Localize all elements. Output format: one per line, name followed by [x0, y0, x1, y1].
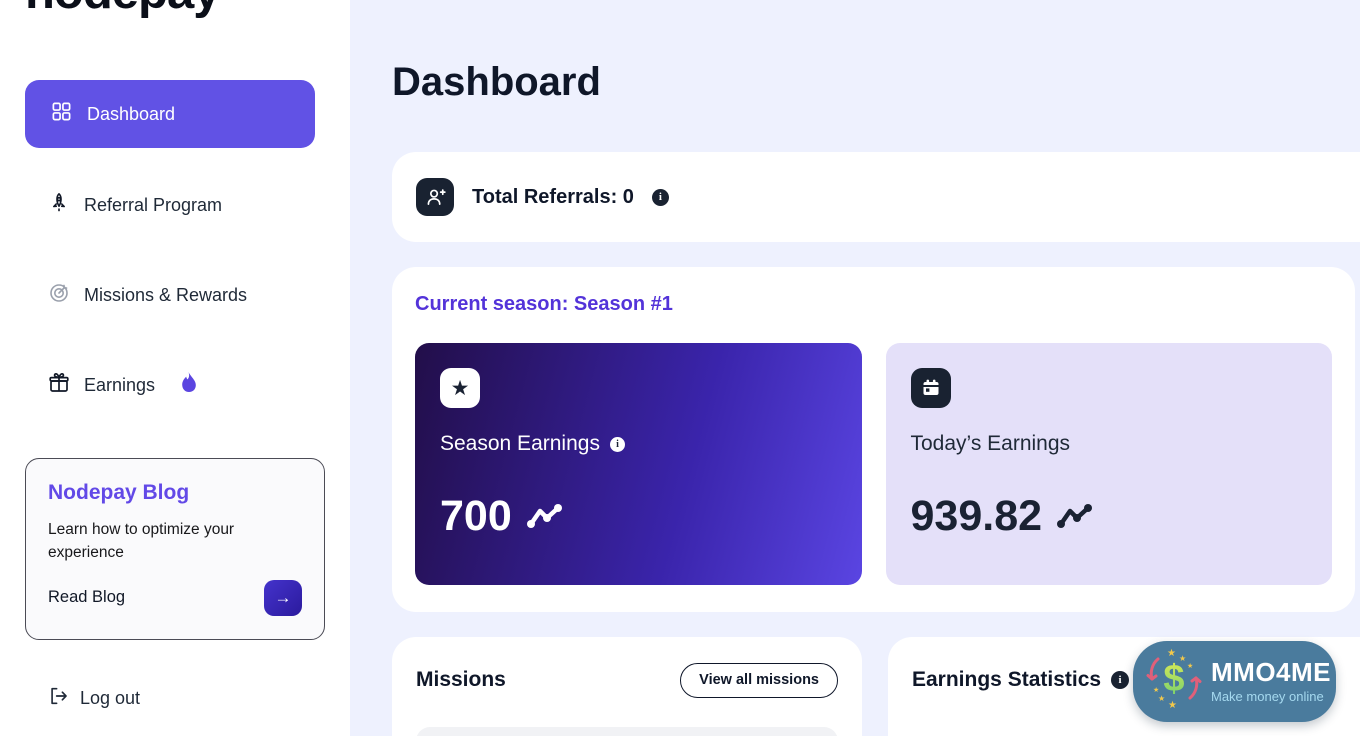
dollar-coin-icon: ★ ★ ★ ★ ★ ★ $ [1141, 646, 1207, 717]
sidebar-item-label: Dashboard [87, 103, 176, 124]
gift-icon [48, 372, 70, 399]
sidebar: nodepay Dashboard Referral Pro [0, 0, 350, 736]
svg-text:★: ★ [1179, 654, 1186, 663]
grid-icon [51, 101, 72, 127]
star-icon: ★ [440, 368, 480, 408]
view-all-missions-button[interactable]: View all missions [680, 662, 838, 698]
blog-title: Nodepay Blog [48, 481, 190, 504]
svg-text:★: ★ [1187, 662, 1193, 670]
read-blog-arrow-button[interactable]: → [264, 579, 302, 616]
info-icon[interactable]: i [609, 436, 625, 452]
todays-earnings-label: Today’s Earnings [910, 432, 1071, 455]
sidebar-item-dashboard[interactable]: Dashboard [25, 80, 315, 148]
read-blog-link[interactable]: Read Blog [48, 588, 126, 606]
sidebar-item-earnings[interactable]: Earnings [48, 366, 199, 404]
current-season-card: Current season: Season #1 ★ Season Earni… [392, 267, 1355, 612]
rocket-icon [48, 192, 70, 219]
flame-icon [177, 371, 199, 400]
svg-text:$: $ [1163, 658, 1184, 700]
logout-icon [48, 686, 68, 711]
nodepay-blog-card: Nodepay Blog Learn how to optimize your … [25, 458, 325, 640]
sidebar-item-label: Referral Program [84, 194, 223, 215]
sidebar-item-label: Earnings [84, 374, 156, 395]
season-earnings-value: 700 [440, 492, 512, 540]
add-user-icon [416, 178, 454, 216]
page-title: Dashboard [392, 60, 601, 104]
main-content: Dashboard Total Referrals: 0 i Current s… [350, 0, 1360, 736]
sparkline-icon [1056, 492, 1094, 541]
info-icon[interactable]: i [1111, 671, 1130, 689]
total-referrals-label: Total Referrals: 0 [472, 185, 634, 208]
target-icon [48, 282, 70, 309]
mission-list-item[interactable] [416, 727, 838, 736]
mmo4me-watermark: ★ ★ ★ ★ ★ ★ $ MMO4ME Make money online [1133, 641, 1336, 722]
svg-text:★: ★ [1158, 694, 1165, 703]
total-referrals-card: Total Referrals: 0 i [392, 152, 1360, 242]
missions-card: Missions View all missions [392, 637, 862, 736]
svg-text:★: ★ [1168, 700, 1177, 711]
info-icon[interactable]: i [651, 188, 669, 206]
missions-title: Missions [416, 668, 506, 691]
logout-label: Log out [80, 687, 141, 708]
watermark-title: MMO4ME [1211, 657, 1331, 687]
arrow-right-icon: → [274, 587, 292, 607]
todays-earnings-value: 939.82 [910, 492, 1043, 540]
svg-text:★: ★ [1167, 648, 1176, 659]
sidebar-item-referral-program[interactable]: Referral Program [48, 186, 222, 224]
calendar-icon [910, 368, 951, 408]
svg-text:★: ★ [1153, 686, 1159, 694]
season-earnings-label: Season Earnings [440, 432, 600, 455]
logout-button[interactable]: Log out [48, 682, 140, 714]
sidebar-item-label: Missions & Rewards [84, 284, 248, 305]
blog-description: Learn how to optimize your experience [48, 521, 235, 562]
watermark-tagline: Make money online [1211, 689, 1324, 704]
sidebar-item-missions-rewards[interactable]: Missions & Rewards [48, 276, 247, 314]
season-earnings-card: ★ Season Earnings i 700 [415, 343, 862, 585]
nodepay-logo: nodepay [25, 0, 220, 20]
earnings-statistics-title: Earnings Statistics [912, 668, 1102, 691]
current-season-heading: Current season: Season #1 [415, 293, 673, 315]
sparkline-icon [526, 492, 564, 541]
todays-earnings-card: Today’s Earnings 939.82 [885, 343, 1332, 585]
